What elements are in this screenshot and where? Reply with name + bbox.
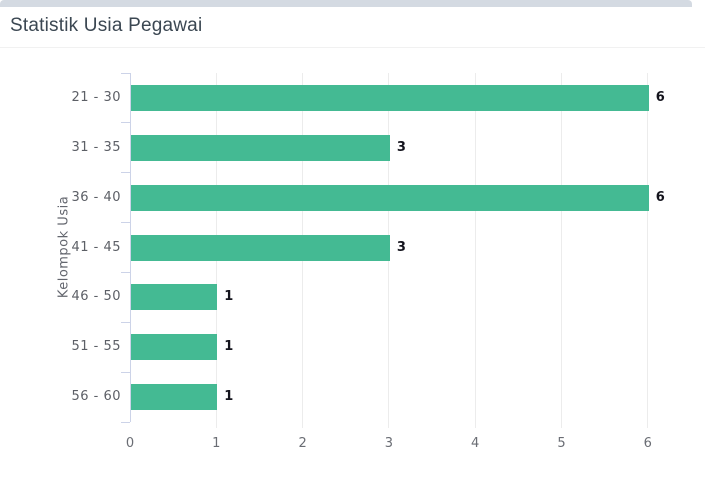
bar-value-label: 1 [224, 389, 234, 405]
category-label: 21 - 30 [71, 89, 121, 105]
bar-41-45[interactable] [131, 234, 390, 261]
x-tick-label: 0 [125, 436, 135, 451]
bar-56-60[interactable] [131, 384, 218, 411]
bar-value-label: 1 [224, 289, 234, 305]
y-axis-tick [121, 371, 130, 373]
bar-51-55[interactable] [131, 334, 218, 361]
x-tick-label: 2 [298, 436, 307, 451]
category-label: 36 - 40 [71, 189, 121, 205]
y-axis-tick [121, 271, 130, 273]
x-tick-label: 6 [643, 436, 652, 451]
bar-value-label: 6 [655, 189, 665, 205]
y-axis-tick [121, 122, 130, 124]
bar-value-label: 6 [655, 89, 665, 105]
category-label: 41 - 45 [71, 239, 121, 255]
bar-value-label: 3 [396, 139, 406, 155]
bar-36-40[interactable] [131, 184, 649, 211]
y-axis-line [130, 73, 131, 422]
y-axis-tick [121, 321, 130, 323]
x-gridline [561, 73, 562, 428]
y-axis-tick [121, 421, 130, 423]
panel-accent-bar [0, 0, 692, 7]
bar-46-50[interactable] [131, 284, 218, 311]
x-tick-label: 4 [471, 436, 480, 451]
y-axis-tick [121, 72, 130, 74]
bar-31-35[interactable] [131, 134, 390, 161]
x-tick-label: 5 [557, 436, 566, 451]
x-gridline [647, 73, 649, 428]
category-label: 31 - 35 [71, 139, 121, 155]
y-axis-tick [121, 172, 130, 174]
bar-21-30[interactable] [131, 84, 649, 111]
category-label: 56 - 60 [71, 389, 121, 405]
bar-value-label: 3 [396, 239, 406, 255]
x-tick-label: 1 [212, 436, 221, 451]
category-label: 46 - 50 [71, 289, 121, 305]
x-gridline [474, 73, 476, 428]
category-label: 51 - 55 [71, 339, 121, 355]
title-divider [0, 47, 705, 48]
x-tick-label: 3 [384, 436, 394, 451]
chart-title: Statistik Usia Pegawai [10, 15, 203, 36]
y-axis-tick [121, 222, 130, 224]
bar-value-label: 1 [224, 339, 234, 355]
